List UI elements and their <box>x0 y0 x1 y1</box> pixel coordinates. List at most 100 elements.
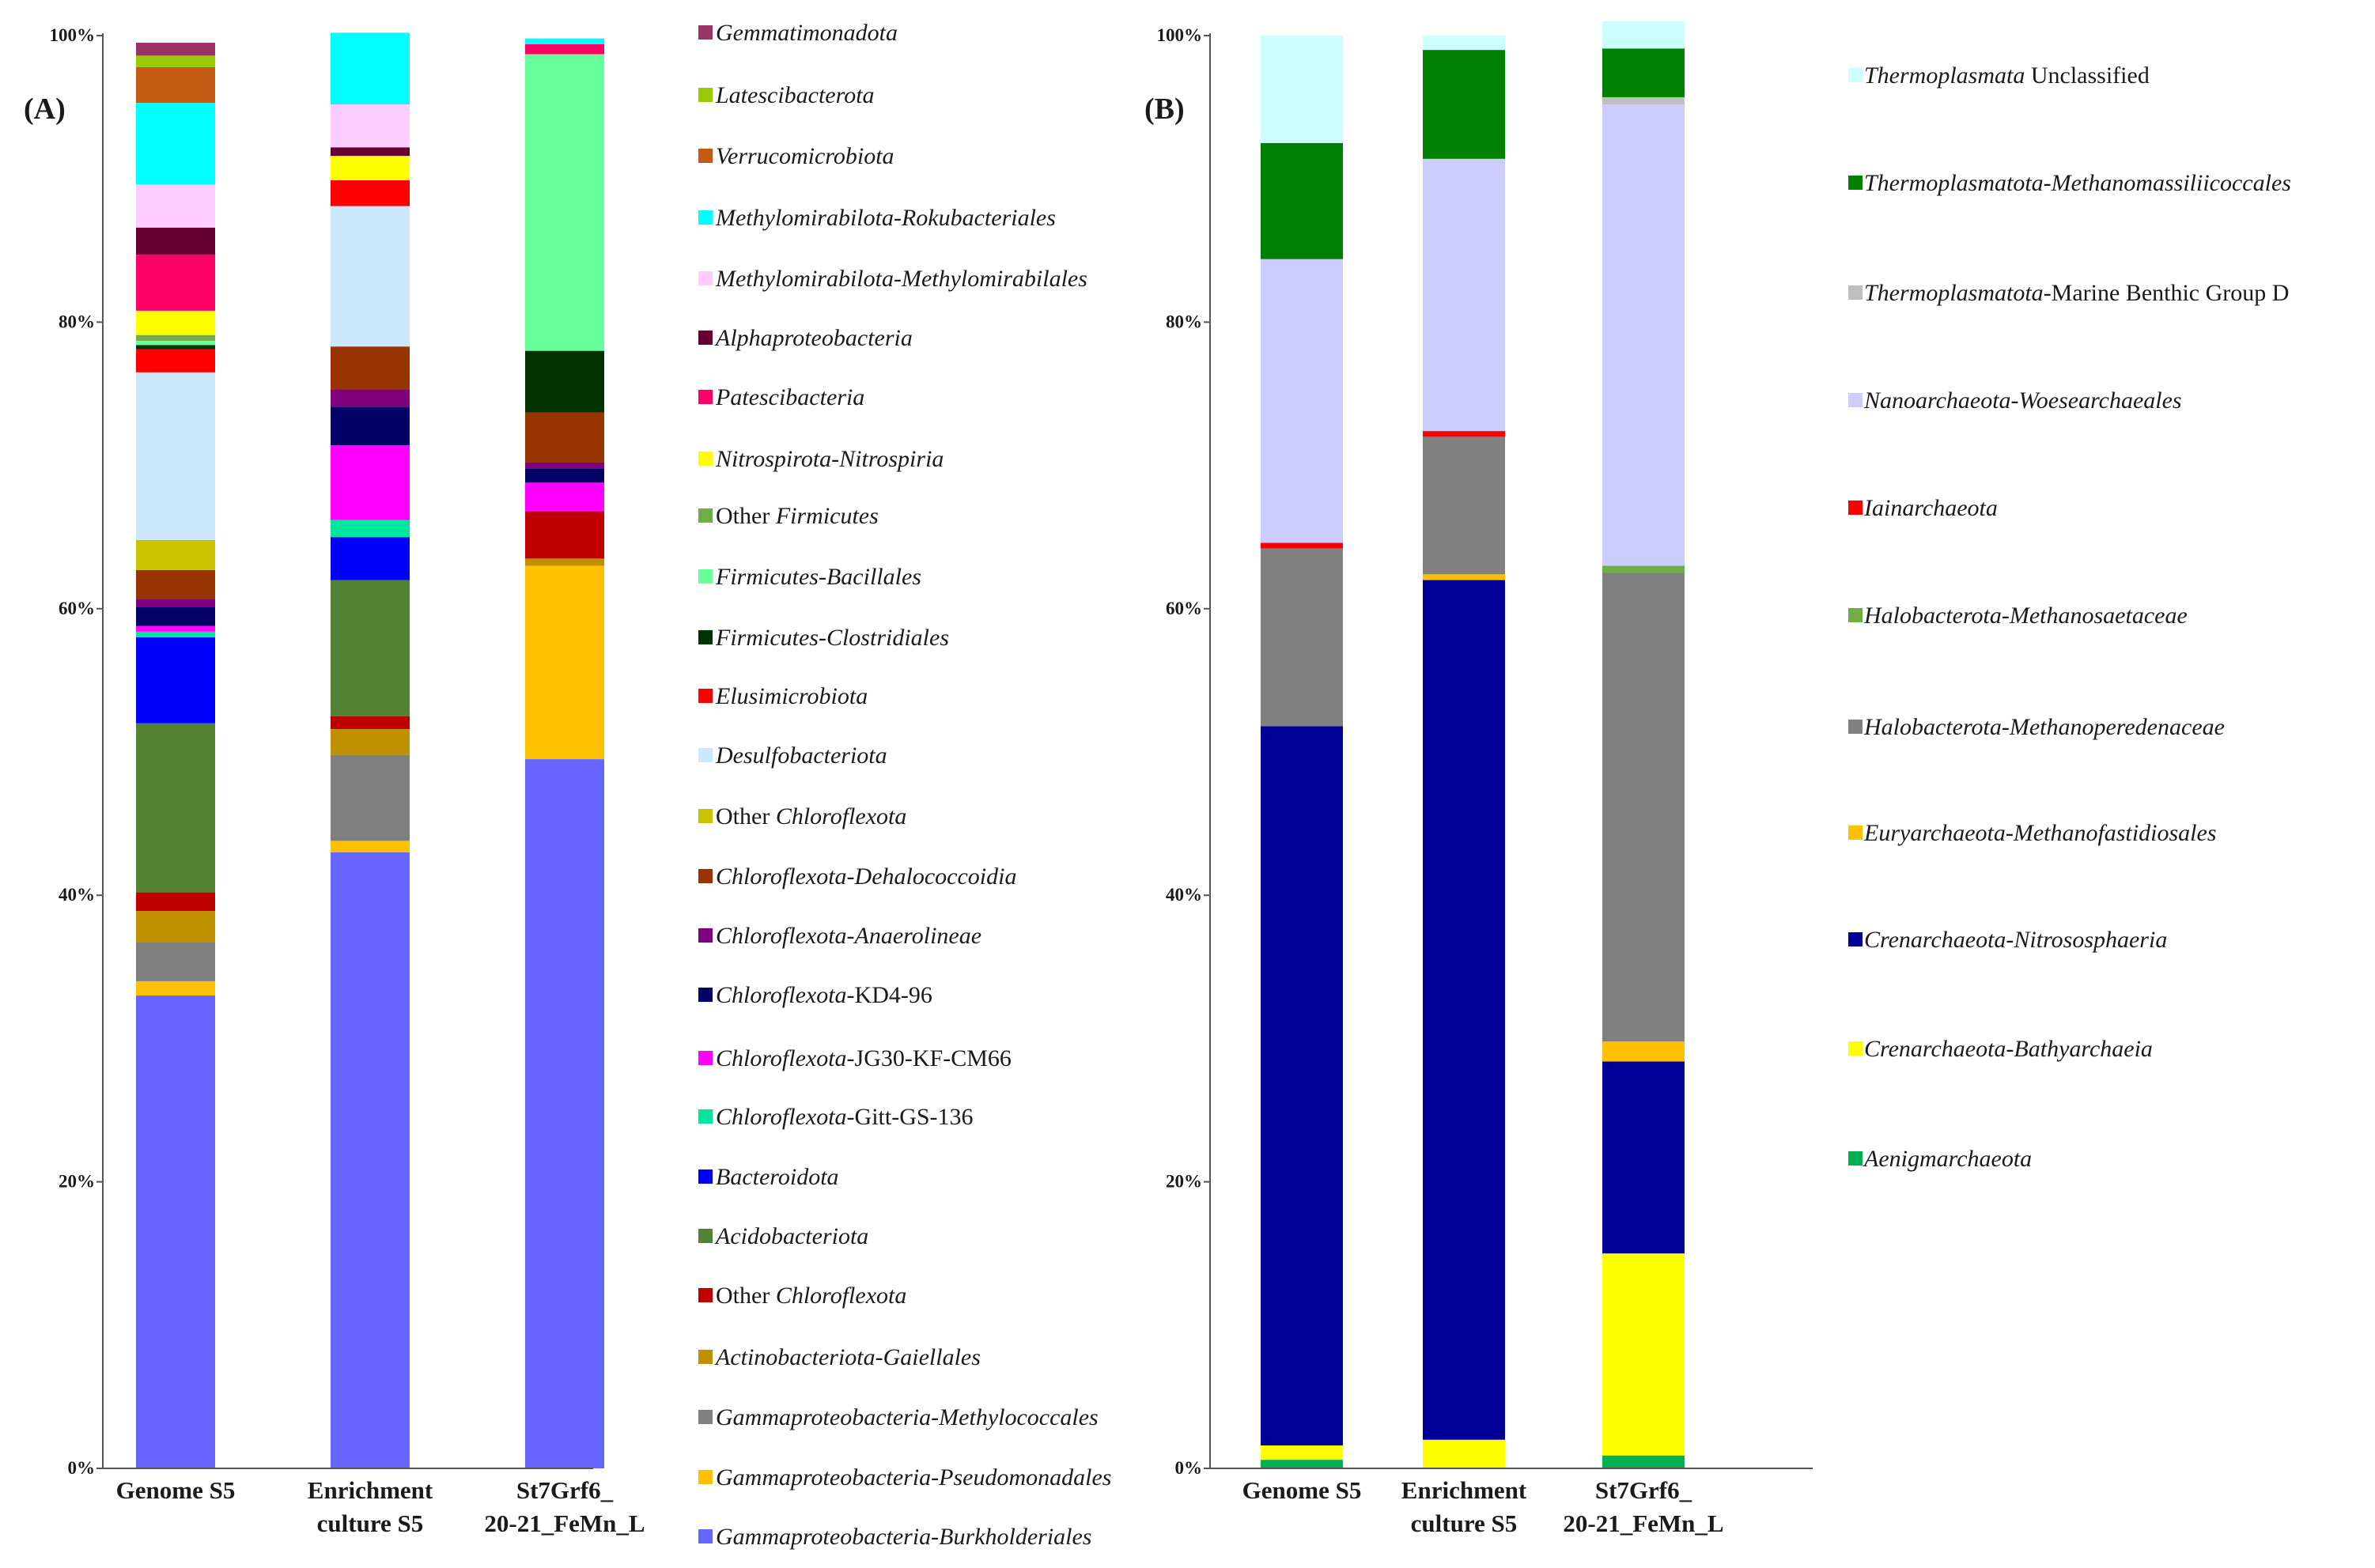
panel-a-bar-3-chloroflexota-kd4-96 <box>525 468 604 483</box>
panel-b-category-label-line2: culture S5 <box>1411 1509 1518 1537</box>
panel-a-bar-2-methylomirabilota-rokubacteriales <box>331 32 410 104</box>
panel-a-bar-1-other-chloroflexota-2 <box>136 539 215 570</box>
panel-a-bar-1-chloroflexota-kd4-96 <box>136 606 215 626</box>
panel-a-legend-label-chloroflexota-anaerolineae: Chloroflexota-Anaerolineae <box>716 923 981 949</box>
panel-a-bar-1-firmicutes-bacillales <box>136 340 215 346</box>
panel-b-legend-swatch-aenigmarchaeota <box>1848 1151 1863 1166</box>
panel-b-legend-swatch-thermoplasmatota-methanomassiliicoccales <box>1848 176 1863 190</box>
panel-a-bar-2-gammaproteobacteria-pseudomonadales <box>331 841 410 852</box>
panel-b-legend-label-nanoarchaeota-woesearchaeales: Nanoarchaeota-Woesearchaeales <box>1863 387 2182 414</box>
panel-b-legend-swatch-crenarchaeota-bathyarchaeia <box>1848 1041 1863 1056</box>
panel-a-y-tick-label: 20% <box>59 1172 95 1192</box>
panel-a-legend-swatch-chloroflexota-anaerolineae <box>698 928 713 943</box>
panel-a-legend-label-other-firmicutes: Other Firmicutes <box>716 503 879 529</box>
panel-a-bar-1-chloroflexota-jg30-kf-cm66 <box>136 625 215 632</box>
panel-b-bar-2-thermoplasmata-unclassified <box>1423 36 1505 51</box>
panel-a-category-label: St7Grf6_ <box>516 1476 614 1504</box>
panel-a-bar-1-gammaproteobacteria-pseudomonadales <box>136 980 215 996</box>
panel-a-bar-2-chloroflexota-jg30-kf-cm66 <box>331 445 410 520</box>
panel-a-legend-label-desulfobacteriota: Desulfobacteriota <box>715 742 887 769</box>
panel-a-bar-2-acidobacteriota <box>331 580 410 716</box>
panel-label-a: (A) <box>24 93 66 126</box>
panel-a-bar-1-bacteroidota <box>136 637 215 724</box>
panel-b-bar-1-iainarchaeota <box>1261 542 1343 549</box>
panel-a-category-label-line2: 20-21_FeMn_L <box>484 1509 645 1537</box>
panel-a-bar-2-desulfobacteriota <box>331 206 410 347</box>
panel-a-bar-1-alphaproteobacteria <box>136 227 215 255</box>
panel-a-bar-2-nitrospirota-nitrospiria <box>331 156 410 181</box>
panel-a-bar-2-chloroflexota-gitt-gs-136 <box>331 520 410 538</box>
panel-a-bar-1-other-firmicutes <box>136 334 215 341</box>
panel-a-bar-3-gammaproteobacteria-burkholderiales <box>525 759 604 1468</box>
panel-b-category-label: Genome S5 <box>1242 1476 1362 1504</box>
panel-b-legend-label-thermoplasmata-unclassified: Thermoplasmata Unclassified <box>1864 62 2150 89</box>
panel-a-bar-1-elusimicrobiota <box>136 349 215 372</box>
panel-a-legend-label-nitrospirota-nitrospiria: Nitrospirota-Nitrospiria <box>715 446 944 472</box>
panel-b-bar-2-iainarchaeota <box>1423 431 1505 437</box>
panel-b-bar-2-nanoarchaeota-woesearchaeales <box>1423 158 1505 432</box>
panel-a-bar-2-chloroflexota-kd4-96 <box>331 406 410 446</box>
panel-a-legend-swatch-chloroflexota-gitt-gs-136 <box>698 1109 713 1124</box>
panel-b-bar-3-thermoplasmatota-methanomassiliicoccales <box>1602 48 1685 97</box>
panel-b-category-label: Enrichment <box>1401 1476 1527 1504</box>
panel-b-bar-1-nanoarchaeota-woesearchaeales <box>1261 259 1343 543</box>
panel-a-legend-label-acidobacteriota: Acidobacteriota <box>714 1223 868 1249</box>
panel-a-bar-1-chloroflexota-anaerolineae <box>136 599 215 607</box>
panel-b-bar-3-crenarchaeota-nitrososphaeria <box>1602 1061 1685 1254</box>
panel-b-bar-3-nanoarchaeota-woesearchaeales <box>1602 104 1685 566</box>
panel-a-bar-1-firmicutes-clostridiales <box>136 345 215 349</box>
panel-a-bar-1-acidobacteriota <box>136 723 215 893</box>
panel-a-bar-1-methylomirabilota-methylomirabilales <box>136 184 215 228</box>
panel-a-bar-2-elusimicrobiota <box>331 180 410 206</box>
panel-a-category-label: Genome S5 <box>116 1476 236 1504</box>
panel-a-bar-3-actinobacteriota-gaiellales <box>525 558 604 566</box>
panel-b-y-tick-label: 20% <box>1166 1172 1202 1192</box>
panel-a-legend-label-other-chloroflexota-2: Other Chloroflexota <box>716 803 906 829</box>
panel-b-chart: 0% 20% 40% 60% 80% 100% Genome S5 Enrichment cul… <box>1157 21 2291 1537</box>
panel-a-legend-swatch-latescibacterota <box>698 88 713 102</box>
panel-b-bar-3-crenarchaeota-bathyarchaeia <box>1602 1253 1685 1456</box>
panel-a-bar-2-gammaproteobacteria-burkholderiales <box>331 852 410 1468</box>
panel-a-bar-3-chloroflexota-dehalococcoidia <box>525 412 604 463</box>
panel-a-legend-swatch-methylomirabilota-methylomirabilales <box>698 271 713 285</box>
panel-a-chart: 0% 20% 40% 60% 80% 100% Genome S5 Enrichment cul… <box>50 20 1112 1550</box>
panel-a-bar-1-patescibacteria <box>136 255 215 311</box>
panel-a-legend-label-gammaproteobacteria-pseudomonadales: Gammaproteobacteria-Pseudomonadales <box>716 1464 1111 1491</box>
panel-a-legend-label-methylomirabilota-rokubacteriales: Methylomirabilota-Rokubacteriales <box>715 205 1056 231</box>
panel-b-bar-3-thermoplasmata-unclassified <box>1602 21 1685 49</box>
panel-a-legend-label-verrucomicrobiota: Verrucomicrobiota <box>716 143 894 169</box>
panel-a-legend-swatch-methylomirabilota-rokubacteriales <box>698 210 713 225</box>
panel-a-bar-2-gammaproteobacteria-methylococcales <box>331 754 410 841</box>
panel-a-legend-swatch-acidobacteriota <box>698 1229 713 1243</box>
panel-b-legend-label-iainarchaeota: Iainarchaeota <box>1863 495 1998 521</box>
panel-b-bar-3-halobacterota-methanosaetaceae <box>1602 565 1685 573</box>
panel-a-y-tick-label: 40% <box>59 885 95 905</box>
panel-a-legend-label-gammaproteobacteria-burkholderiales: Gammaproteobacteria-Burkholderiales <box>716 1524 1091 1550</box>
panel-a-bar-3-firmicutes-clostridiales <box>525 350 604 413</box>
panel-label-b: (B) <box>1144 93 1185 126</box>
panel-a-legend-swatch-elusimicrobiota <box>698 689 713 703</box>
panel-a-legend-swatch-gemmatimonadota <box>698 25 713 40</box>
panel-b-bar-2-thermoplasmatota-methanomassiliicoccales <box>1423 50 1505 159</box>
panel-a-legend-label-chloroflexota-dehalococcoidia: Chloroflexota-Dehalococcoidia <box>716 863 1016 890</box>
panel-b-legend-swatch-crenarchaeota-nitrososphaeria <box>1848 932 1863 946</box>
panel-b-bar-1-crenarchaeota-nitrososphaeria <box>1261 726 1343 1446</box>
panel-a-legend-label-other-chloroflexota: Other Chloroflexota <box>716 1283 906 1309</box>
panel-a-bar-3-other-chloroflexota <box>525 511 604 559</box>
panel-a-y-tick-label: 60% <box>59 599 95 618</box>
panel-b-legend-label-thermoplasmatota-methanomassiliicoccales: Thermoplasmatota-Methanomassiliicoccales <box>1864 170 2291 196</box>
panel-a-legend-label-bacteroidota: Bacteroidota <box>716 1164 839 1190</box>
panel-a-bar-3-chloroflexota-anaerolineae <box>525 462 604 469</box>
panel-b-bar-1-thermoplasmatota-methanomassiliicoccales <box>1261 142 1343 259</box>
panel-a-bar-2-chloroflexota-dehalococcoidia <box>331 346 410 390</box>
panel-a-legend-label-firmicutes-bacillales: Firmicutes-Bacillales <box>715 564 921 590</box>
panel-b-legend-label-crenarchaeota-bathyarchaeia: Crenarchaeota-Bathyarchaeia <box>1864 1036 2153 1062</box>
panel-a-bar-1-actinobacteriota-gaiellales <box>136 911 215 943</box>
panel-a-legend-swatch-desulfobacteriota <box>698 748 713 762</box>
panel-b-bar-2-halobacterota-methanoperedenaceae <box>1423 436 1505 575</box>
panel-a-legend-label-gemmatimonadota: Gemmatimonadota <box>716 20 898 46</box>
panel-a-legend-swatch-verrucomicrobiota <box>698 149 713 163</box>
panel-a-legend-swatch-firmicutes-bacillales <box>698 569 713 584</box>
panel-a-bar-1-latescibacterota <box>136 55 215 67</box>
panel-b-bar-1-crenarchaeota-bathyarchaeia <box>1261 1445 1343 1460</box>
